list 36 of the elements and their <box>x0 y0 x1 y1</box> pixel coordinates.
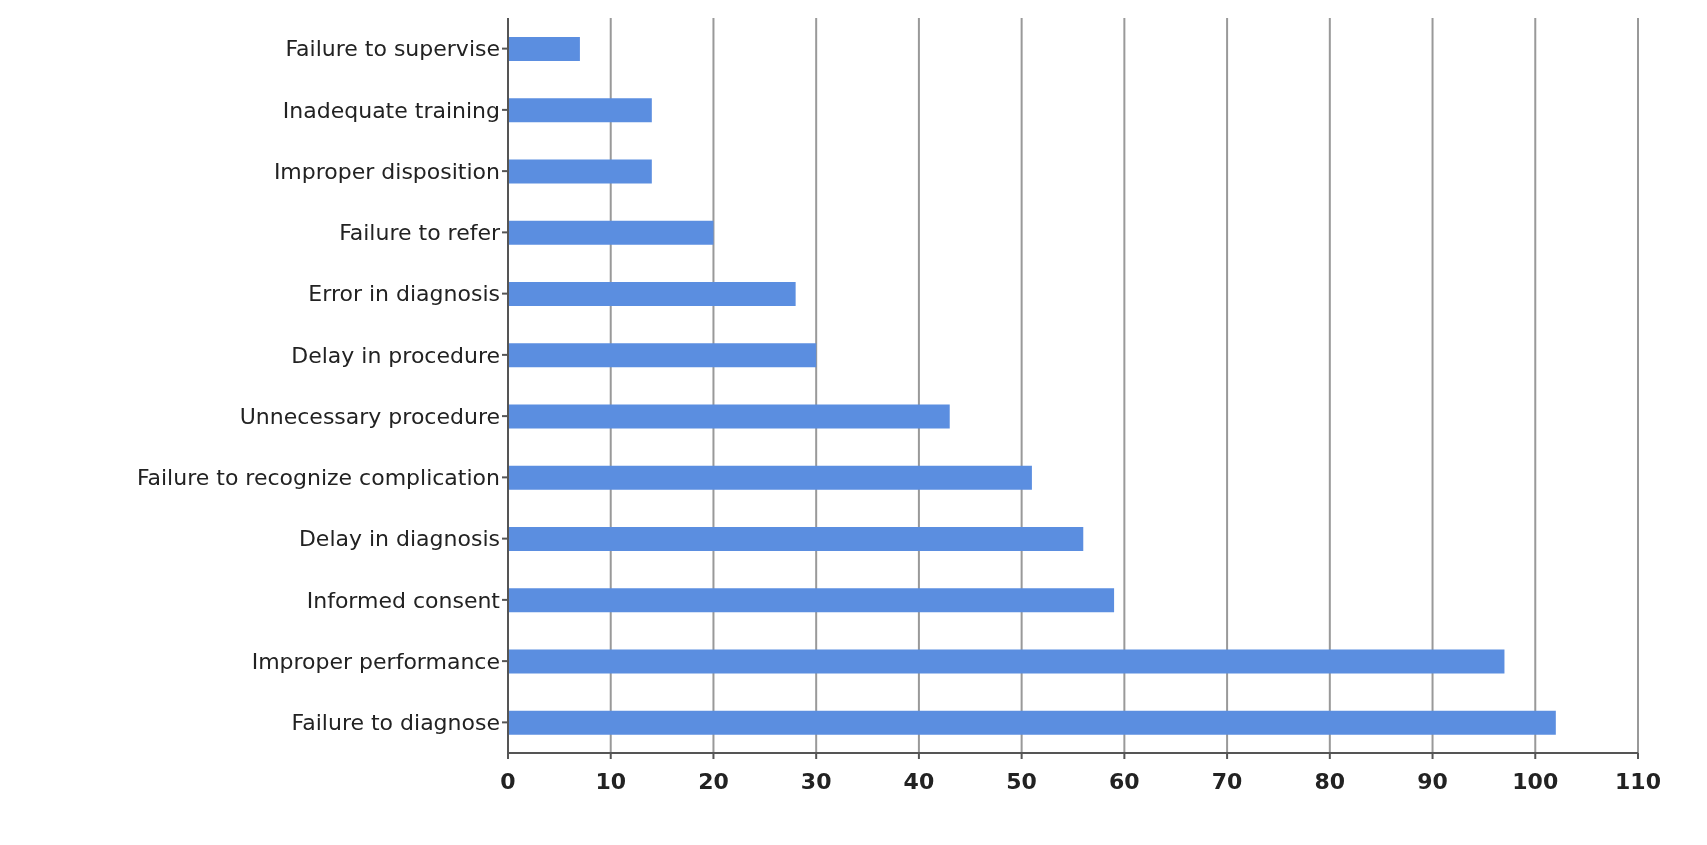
bar <box>508 649 1505 674</box>
x-tick-label: 20 <box>698 768 729 794</box>
y-tick-label: Inadequate training <box>282 97 500 123</box>
y-tick-label: Error in diagnosis <box>308 281 500 307</box>
y-tick-label: Improper disposition <box>273 158 500 184</box>
bar <box>508 588 1115 613</box>
x-tick-label: 90 <box>1417 768 1448 794</box>
y-tick-label: Failure to supervise <box>285 36 500 62</box>
x-tick-label: 30 <box>800 768 832 794</box>
y-tick-label: Delay in procedure <box>291 342 500 368</box>
y-tick-label: Failure to recognize complication <box>136 465 500 491</box>
bar <box>508 404 950 429</box>
bar <box>508 220 714 245</box>
bar <box>508 710 1556 735</box>
x-tick-label: 110 <box>1615 768 1661 794</box>
bar <box>508 98 652 123</box>
y-tick-label: Failure to diagnose <box>291 710 500 736</box>
x-tick-label: 50 <box>1006 768 1037 794</box>
bar <box>508 159 652 184</box>
x-tick-label: 60 <box>1109 768 1140 794</box>
x-tick-label: 70 <box>1211 768 1243 794</box>
y-tick-label: Failure to refer <box>339 220 501 246</box>
bar <box>508 343 817 368</box>
x-tick-label: 10 <box>595 768 627 794</box>
x-tick-label: 80 <box>1314 768 1346 794</box>
y-tick-label: Improper performance <box>251 648 500 674</box>
bar <box>508 282 796 306</box>
bar <box>508 465 1032 490</box>
bar <box>508 37 580 61</box>
x-tick-label: 40 <box>903 768 935 794</box>
y-tick-label: Informed consent <box>306 587 501 613</box>
x-tick-label: 100 <box>1512 768 1559 794</box>
y-tick-label: Delay in diagnosis <box>298 526 500 552</box>
bar <box>508 527 1084 551</box>
y-tick-label: Unnecessary procedure <box>239 403 500 429</box>
x-tick-label: 0 <box>500 768 516 794</box>
